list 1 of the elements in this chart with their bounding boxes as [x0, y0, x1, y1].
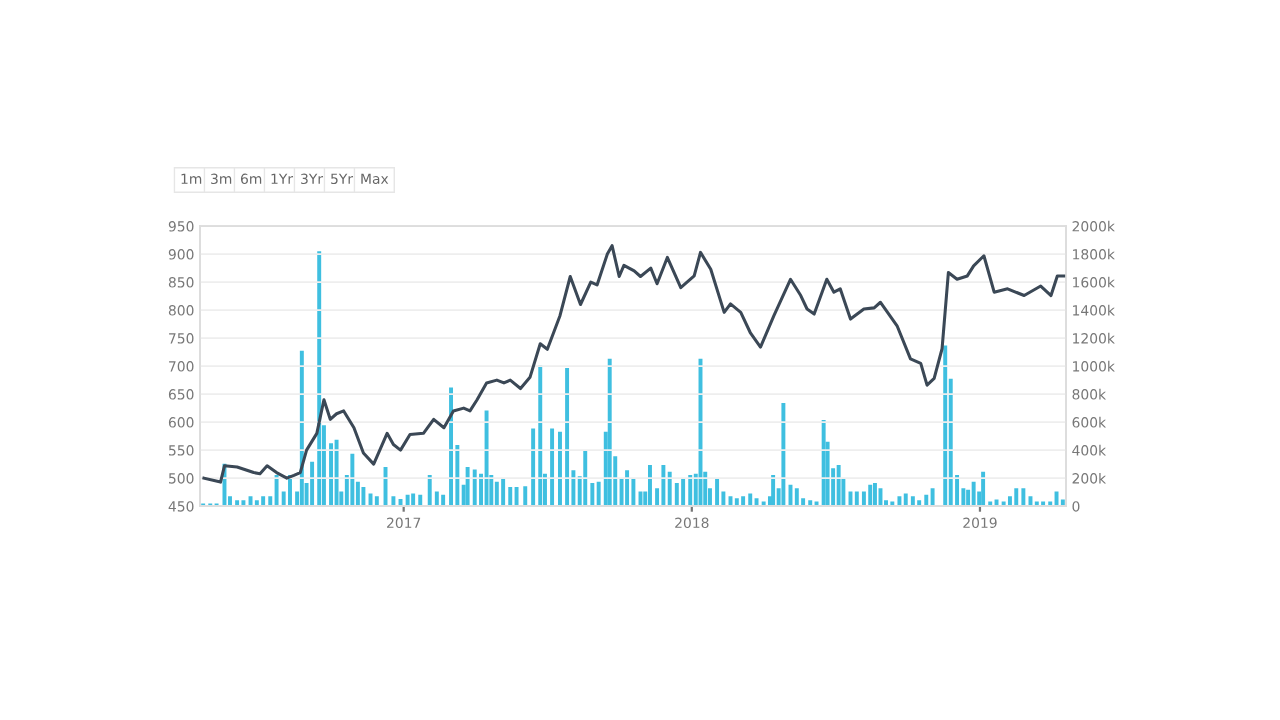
- line-series: [202, 244, 1066, 484]
